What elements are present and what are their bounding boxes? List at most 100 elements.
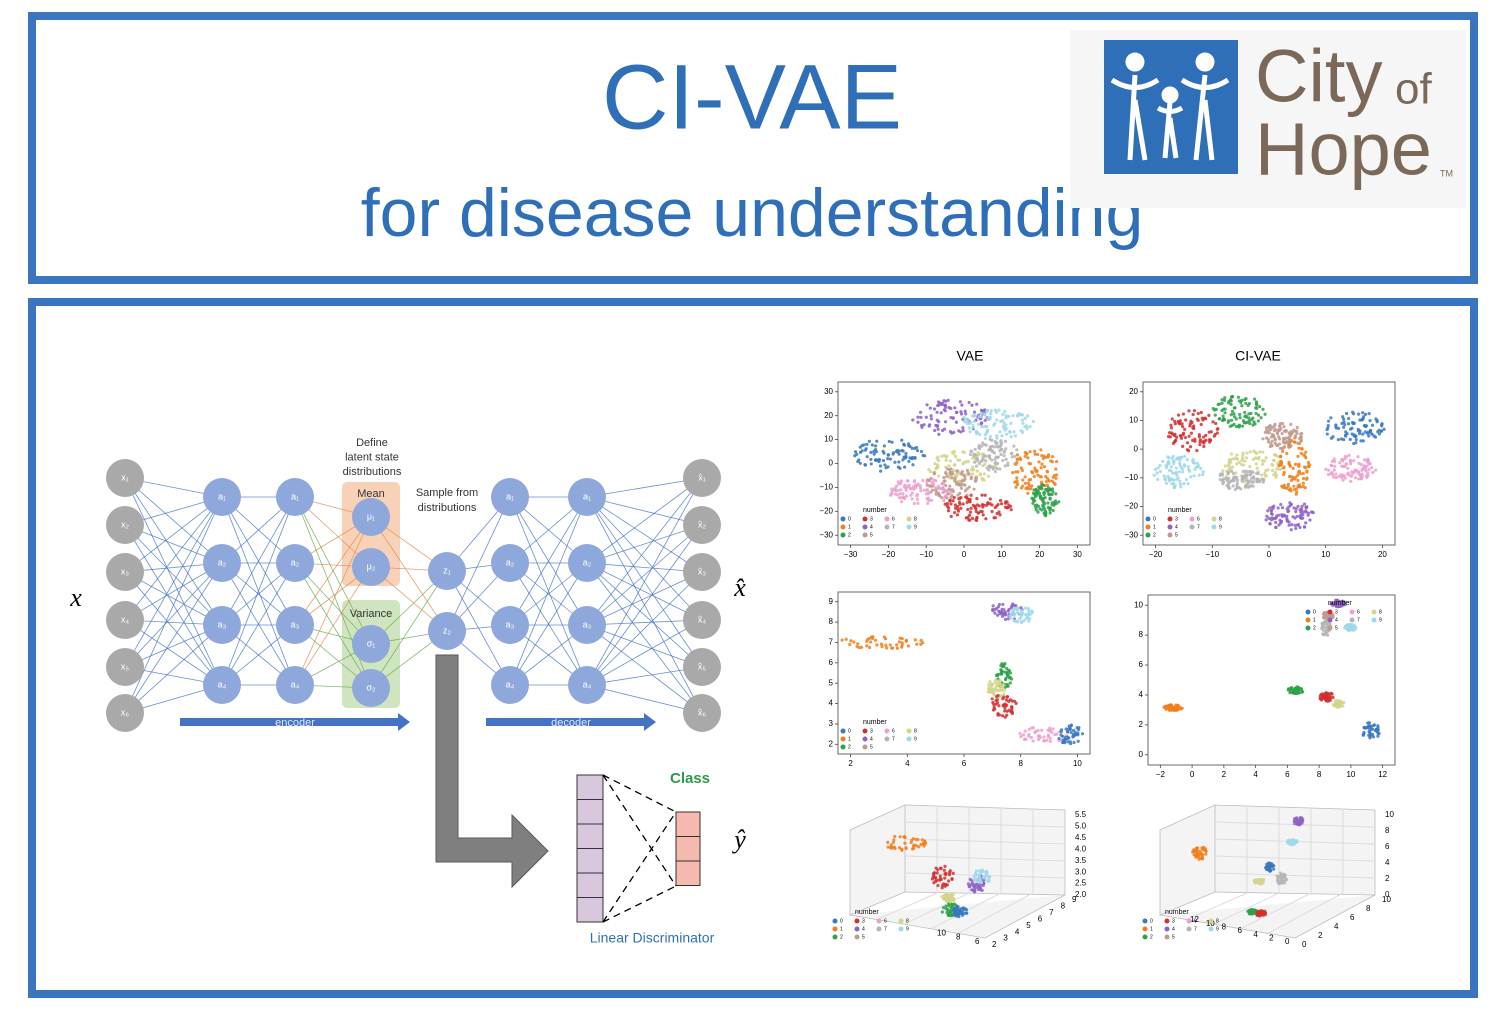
legend-dot (1167, 516, 1173, 522)
scatter-dot (900, 641, 904, 645)
scatter-dot (1299, 451, 1303, 455)
scatter-dot (997, 408, 1001, 412)
scatter-dot (1033, 449, 1037, 453)
scatter-dot (1243, 459, 1247, 463)
node-label: μ₂ (367, 561, 376, 571)
scatter-dot (910, 497, 914, 501)
scatter-dot (1066, 740, 1070, 744)
scatter-dot (1196, 411, 1200, 416)
scatter-dot (1372, 723, 1376, 727)
legend-dot (840, 744, 846, 750)
scatter-dot (1045, 470, 1049, 474)
scatter-dot (895, 646, 899, 650)
scatter-dot (1019, 606, 1023, 610)
scatter-dot (1161, 459, 1165, 463)
scatter-dot (1306, 513, 1310, 517)
scatter-dot (1353, 434, 1358, 439)
scatter-dot (1175, 705, 1179, 709)
legend-dot (862, 516, 868, 522)
node-label: a₄ (583, 679, 592, 689)
scatter-dot (1184, 477, 1189, 482)
scatter-dot (1240, 404, 1244, 408)
scatter-dot (1020, 468, 1025, 472)
scatter-dot (1296, 454, 1300, 458)
scatter-dot (1225, 483, 1229, 488)
scatter-dot (1357, 431, 1362, 436)
scatter-dot (1218, 417, 1222, 421)
scatter-dot (1026, 491, 1030, 495)
scatter-dot (970, 516, 975, 521)
scatter-dot (975, 402, 979, 406)
scatter-dot (1347, 416, 1351, 421)
scatter-dot (1015, 483, 1020, 487)
scatter-dot (1235, 478, 1240, 482)
logo: City of Hope TM (1070, 30, 1466, 208)
scatter-dot (1009, 508, 1013, 512)
node (428, 552, 466, 590)
scatter-dot (1171, 481, 1175, 485)
scatter-dot (1250, 910, 1255, 914)
scatter-dot (1005, 703, 1009, 707)
scatter-dot (868, 645, 872, 650)
z-tick-label: 10 (1385, 810, 1394, 819)
legend-dot (1142, 934, 1148, 940)
scatter-dot (1171, 432, 1175, 436)
scatter-dot (1156, 477, 1160, 481)
scatter-dot (1207, 430, 1211, 434)
scatter-dot (1361, 417, 1365, 421)
scatter-dot (1174, 708, 1178, 713)
scatter-dot (1331, 695, 1335, 700)
scatter-dot (954, 914, 958, 918)
scatter-dot (1054, 492, 1058, 496)
scatter-dot (931, 875, 935, 879)
legend-label: 2 (848, 532, 851, 538)
legend-dot (862, 744, 868, 750)
sample-note: Sample from (416, 487, 478, 499)
scatter-dot (959, 506, 963, 510)
scatter-dot (1326, 698, 1331, 702)
scatter-dot (999, 440, 1003, 444)
scatter-dot (1356, 455, 1360, 459)
scatter-dot (915, 494, 919, 498)
scatter-dot (1267, 431, 1271, 435)
scatter-dot (1007, 708, 1011, 712)
scatter-dot (899, 479, 904, 483)
scatter-dot (1182, 481, 1186, 486)
scatter-dot (1024, 613, 1028, 617)
scatter-dot (1299, 434, 1303, 438)
scatter-dot (1263, 471, 1267, 476)
scatter-dot (1340, 457, 1344, 462)
scatter-dot (1015, 479, 1019, 483)
scatter-dot (1342, 437, 1346, 442)
scatter-dot (1298, 508, 1302, 512)
scatter-dot (1248, 469, 1252, 474)
scatter-dot (1048, 488, 1052, 492)
y-tick-label: 6 (1038, 914, 1043, 923)
class-label: Class (670, 770, 710, 787)
scatter-dot (1021, 733, 1026, 737)
scatter-dot (973, 872, 978, 877)
scatter-dot (995, 444, 999, 449)
scatter-dot (942, 499, 946, 503)
scatter-dot (955, 410, 959, 414)
scatter-dot (998, 449, 1002, 453)
scatter-dot (965, 468, 970, 472)
scatter-dot (1041, 456, 1045, 461)
scatter-dot (867, 636, 871, 641)
scatter-dot (1360, 468, 1364, 472)
y-tick-label: 4 (1015, 927, 1020, 936)
scatter-dot (1156, 466, 1160, 470)
legend-label: 4 (862, 926, 865, 932)
scatter-dot (893, 460, 897, 464)
scatter-dot (1333, 464, 1337, 468)
scatter-dot (903, 841, 907, 845)
z-tick-label: 8 (1385, 826, 1390, 835)
legend-label: 5 (870, 744, 873, 750)
scatter-dot (1298, 516, 1303, 520)
node-label: a₃ (506, 619, 515, 629)
scatter-dot (1351, 410, 1355, 414)
scatter-dot (919, 489, 923, 493)
scatter-dot (1326, 692, 1330, 696)
scatter-dot (1241, 454, 1245, 458)
